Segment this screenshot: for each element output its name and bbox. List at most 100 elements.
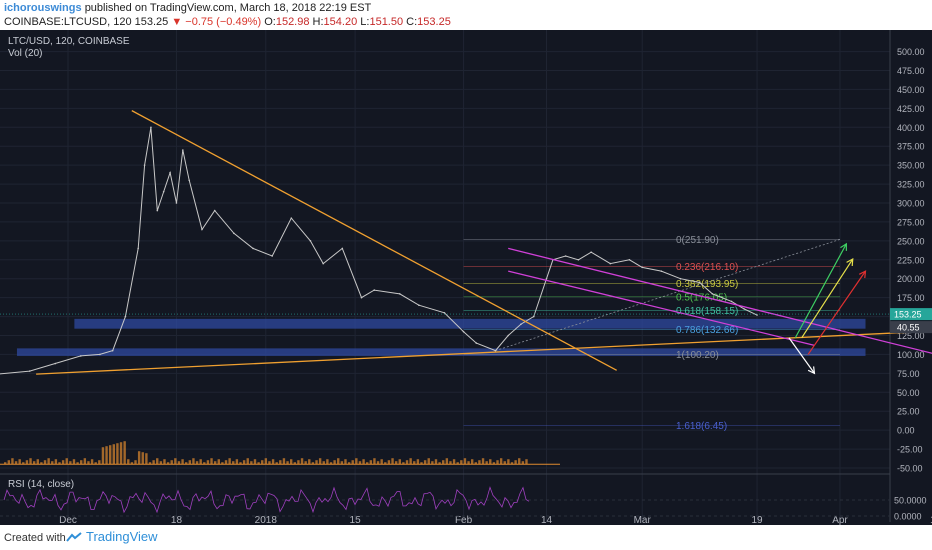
y-tick-label: 300.00 <box>897 199 925 209</box>
volume-bar <box>460 460 463 465</box>
volume-bar <box>69 461 72 465</box>
last-price-tag <box>890 308 932 321</box>
price-line <box>0 127 758 375</box>
y-tick-label: 200.00 <box>897 274 925 284</box>
x-tick-label: Mar <box>634 515 652 525</box>
y-tick-label: 75.00 <box>897 369 920 379</box>
price-point <box>564 255 567 257</box>
volume-bar <box>398 459 401 465</box>
volume-bar <box>525 459 528 465</box>
down-arrow-icon: ▼ <box>171 16 183 28</box>
volume-bar <box>510 462 514 465</box>
volume-bar <box>423 460 427 465</box>
volume-bar <box>337 458 340 465</box>
price-point <box>628 258 631 261</box>
volume-bar <box>518 458 521 465</box>
chart-panel[interactable]: 500.00 475.00 450.00 425.00 400.00 375.00 350.… <box>0 30 932 525</box>
volume-bar <box>489 459 492 465</box>
volume-bar <box>159 461 163 465</box>
low-value: 151.50 <box>369 16 404 28</box>
volume-bar <box>449 461 452 465</box>
fib-level-label: 0.618(158.15) <box>676 306 738 317</box>
volume-bar <box>268 461 271 465</box>
volume-bar <box>413 461 416 465</box>
symbol-label: COINBASE:LTCUSD, 120 <box>4 16 132 28</box>
x-tick-label: 16 <box>930 515 932 525</box>
volume-bar <box>36 459 39 465</box>
volume-bar <box>452 459 456 465</box>
volume-bar <box>445 458 449 465</box>
x-tick-label: 2018 <box>255 515 278 525</box>
price-point <box>520 323 522 325</box>
volume-bar <box>72 459 76 465</box>
volume-bar <box>384 462 387 465</box>
volume-bar <box>192 458 195 465</box>
volume-bar <box>185 462 188 465</box>
price-point <box>360 296 363 299</box>
volume-bar <box>65 458 68 465</box>
price-chart-svg[interactable]: 500.00 475.00 450.00 425.00 400.00 375.00 350.… <box>0 30 932 525</box>
fib-level-label: 1.618(6.45) <box>676 421 727 432</box>
volume-bar <box>80 460 83 465</box>
author-link[interactable]: ichorouswings <box>4 2 82 14</box>
support-zone <box>16 348 866 356</box>
volume-bar <box>199 459 202 465</box>
y-tick-label: 175.00 <box>897 293 925 303</box>
volume-bar <box>420 462 423 465</box>
price-point <box>54 362 57 365</box>
y-tick-label: 25.00 <box>897 407 920 417</box>
fib-anchor-line <box>495 239 841 352</box>
volume-bar <box>442 460 445 465</box>
price-point <box>188 179 191 182</box>
last-price: 153.25 <box>134 16 169 28</box>
orange-trendline <box>36 330 932 375</box>
open-label: O: <box>264 16 276 28</box>
volume-bar <box>134 460 137 465</box>
magenta-channel-line <box>508 247 932 354</box>
volume-bar <box>51 461 54 465</box>
price-point <box>271 255 273 257</box>
volume-bar <box>224 460 228 465</box>
volume-bar <box>228 458 231 465</box>
rsi-tick-label: 0.0000 <box>894 512 922 522</box>
volume-bar <box>264 458 268 465</box>
price-point <box>79 355 82 357</box>
volume-bar <box>145 453 148 465</box>
volume-bar <box>362 459 365 465</box>
volume-bar <box>221 462 224 465</box>
volume-bar <box>286 461 289 465</box>
volume-bar <box>7 460 11 465</box>
volume-bar <box>152 460 155 465</box>
price-point <box>398 293 401 295</box>
price-point <box>743 308 746 310</box>
volume-bar <box>297 460 300 465</box>
volume-bar <box>507 459 510 465</box>
volume-bar <box>94 462 97 465</box>
volume-bar <box>514 460 517 465</box>
projection-arrow <box>794 243 847 339</box>
volume-bar <box>130 462 134 465</box>
y-tick-label: 250.00 <box>897 236 925 246</box>
price-point <box>290 217 293 219</box>
price-point <box>169 171 171 174</box>
low-label: L: <box>360 16 370 28</box>
price-point <box>233 232 235 235</box>
x-tick-label: 18 <box>171 515 183 525</box>
volume-bar <box>503 461 506 465</box>
volume-bar <box>470 459 474 465</box>
price-point <box>28 370 31 372</box>
indicator-value-tag <box>890 321 932 334</box>
volume-bar <box>90 459 94 465</box>
volume-bar <box>181 459 184 465</box>
footer-bar: Created with TradingView <box>0 525 932 550</box>
volume-bar <box>474 462 477 465</box>
volume-bar <box>366 462 369 465</box>
volume-bar <box>177 461 181 465</box>
tradingview-brand-link[interactable]: TradingView <box>86 529 158 544</box>
price-point <box>532 315 535 318</box>
price-point <box>609 262 612 265</box>
price-point <box>201 228 203 231</box>
volume-bar <box>119 442 123 465</box>
rsi-line <box>3 486 530 514</box>
y-tick-label: -50.00 <box>897 464 923 474</box>
